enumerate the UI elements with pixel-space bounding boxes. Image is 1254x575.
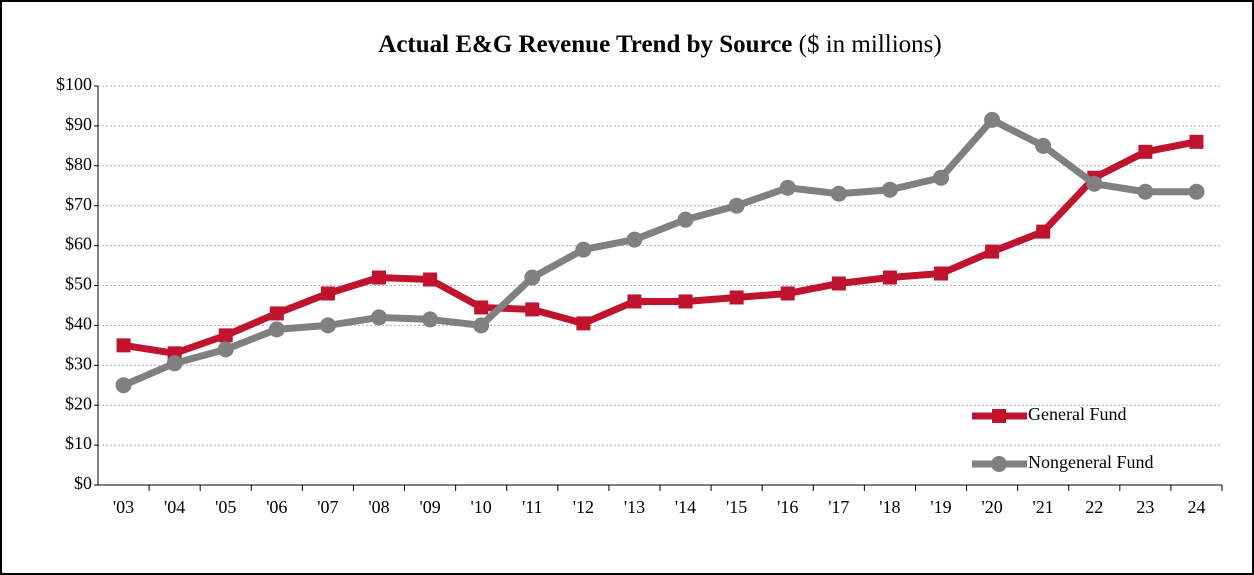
data-point bbox=[677, 211, 694, 228]
data-point bbox=[1188, 183, 1205, 200]
data-point bbox=[728, 197, 745, 214]
data-point bbox=[525, 302, 540, 317]
y-tick-label: $40 bbox=[65, 314, 92, 334]
x-tick-label: '19 bbox=[930, 497, 951, 517]
data-point bbox=[115, 377, 132, 394]
x-tick-label: '13 bbox=[624, 497, 645, 517]
data-point bbox=[116, 338, 131, 353]
data-point bbox=[268, 321, 285, 338]
data-point bbox=[320, 286, 335, 301]
series-line bbox=[123, 138, 1198, 357]
data-point bbox=[422, 311, 439, 328]
x-tick-label: '18 bbox=[879, 497, 900, 517]
data-point bbox=[626, 231, 643, 248]
series-line bbox=[122, 116, 1197, 389]
data-point bbox=[319, 317, 336, 334]
data-point bbox=[984, 111, 1001, 128]
x-tick-label: '10 bbox=[471, 497, 492, 517]
x-tick-label: '08 bbox=[368, 497, 389, 517]
data-point bbox=[934, 266, 948, 281]
chart-title-group: Actual E&G Revenue Trend by Source ($ in… bbox=[378, 31, 941, 58]
data-point bbox=[627, 294, 642, 309]
y-tick-label: $20 bbox=[65, 393, 92, 413]
data-point bbox=[933, 169, 949, 186]
y-tick-label: $50 bbox=[65, 274, 92, 294]
data-point bbox=[985, 244, 1000, 259]
x-tick-label: '11 bbox=[522, 497, 543, 517]
y-tick-label: $10 bbox=[65, 433, 92, 453]
y-tick-label: $60 bbox=[65, 234, 92, 254]
x-tick-label: '14 bbox=[675, 497, 696, 517]
x-tick-label: '15 bbox=[726, 497, 747, 517]
y-tick-label: $0 bbox=[74, 473, 92, 493]
data-point bbox=[524, 269, 541, 286]
x-tick-label: '07 bbox=[317, 497, 338, 517]
x-tick-label: '17 bbox=[828, 497, 849, 517]
data-point bbox=[830, 185, 847, 202]
data-point bbox=[269, 306, 284, 321]
data-point bbox=[881, 181, 898, 198]
y-tick-label: $30 bbox=[65, 353, 92, 373]
x-tick-label: '20 bbox=[981, 497, 1002, 517]
data-point bbox=[371, 309, 387, 326]
data-point bbox=[780, 286, 795, 301]
data-point bbox=[729, 290, 744, 305]
x-tick-label: '09 bbox=[419, 497, 440, 517]
data-point bbox=[1189, 134, 1204, 149]
x-tick-label: '21 bbox=[1033, 497, 1054, 517]
x-tick-label: 24 bbox=[1187, 497, 1205, 517]
data-point bbox=[474, 300, 489, 315]
data-point bbox=[1137, 183, 1154, 200]
y-tick-label: $80 bbox=[65, 154, 92, 174]
data-point bbox=[218, 328, 233, 343]
data-point bbox=[423, 272, 438, 287]
x-tick-label: '04 bbox=[164, 497, 185, 517]
x-tick-label: '03 bbox=[113, 497, 134, 517]
y-tick-label: $70 bbox=[65, 194, 92, 214]
legend-label: General Fund bbox=[1028, 404, 1126, 424]
legend-marker bbox=[992, 409, 1006, 423]
x-tick-label: 22 bbox=[1085, 497, 1103, 517]
chart-subtitle: ($ in millions) bbox=[799, 31, 942, 58]
x-tick-label: '16 bbox=[777, 497, 798, 517]
x-tick-label: '12 bbox=[573, 497, 594, 517]
data-point bbox=[217, 341, 234, 358]
data-point bbox=[779, 179, 796, 196]
data-point bbox=[1036, 224, 1051, 239]
data-point bbox=[575, 241, 592, 258]
data-point bbox=[831, 276, 846, 291]
data-point bbox=[473, 317, 490, 334]
data-point bbox=[1086, 175, 1103, 192]
x-tick-label: 23 bbox=[1136, 497, 1154, 517]
data-point bbox=[882, 270, 897, 285]
x-tick-label: '06 bbox=[266, 497, 287, 517]
y-tick-label: $100 bbox=[56, 74, 92, 94]
legend-label: Nongeneral Fund bbox=[1028, 452, 1153, 472]
x-tick-label: '05 bbox=[215, 497, 236, 517]
chart-title: Actual E&G Revenue Trend by Source bbox=[378, 31, 792, 58]
data-point bbox=[372, 270, 386, 285]
data-point bbox=[576, 316, 591, 331]
data-point bbox=[166, 355, 183, 372]
legend-marker bbox=[991, 456, 1007, 472]
y-tick-label: $90 bbox=[65, 114, 92, 134]
data-point bbox=[1138, 144, 1153, 159]
data-point bbox=[1035, 137, 1052, 154]
data-point bbox=[678, 294, 693, 309]
